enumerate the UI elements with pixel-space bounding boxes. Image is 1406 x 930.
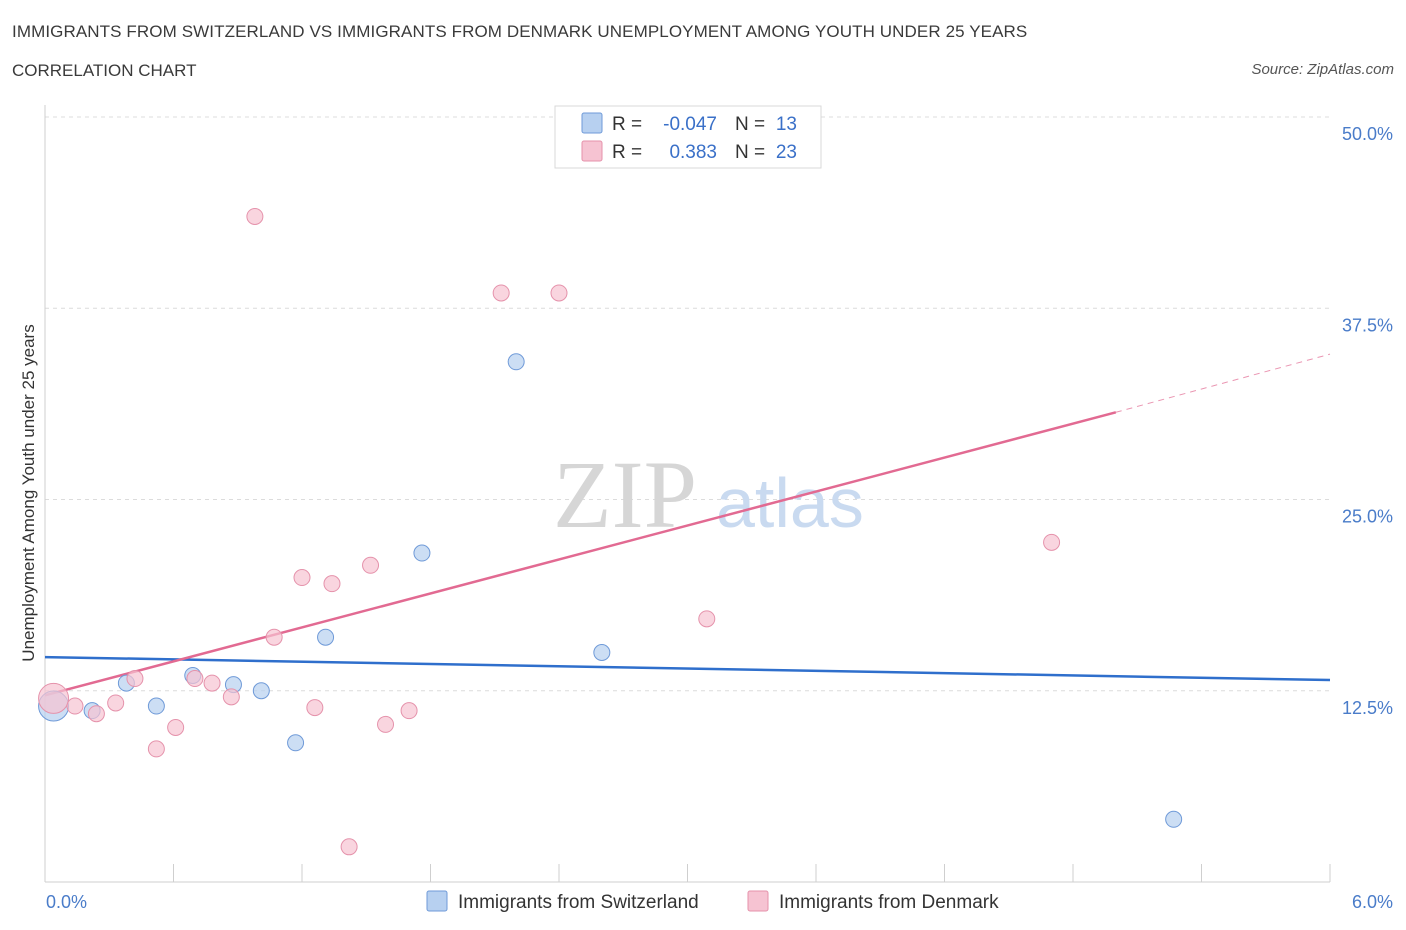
data-point-switzerland bbox=[1165, 810, 1183, 828]
legend-label-denmark: Immigrants from Denmark bbox=[779, 892, 999, 913]
data-point-switzerland bbox=[413, 544, 431, 562]
trend-line-denmark bbox=[44, 411, 1117, 697]
stats-r-value: 0.383 bbox=[669, 142, 717, 163]
data-point-denmark bbox=[167, 718, 185, 736]
data-point-denmark bbox=[362, 556, 380, 574]
data-point-denmark bbox=[492, 284, 510, 302]
chart-subtitle: CORRELATION CHART bbox=[12, 61, 197, 80]
stats-box: R = -0.047 N = 13 R = 0.383 N = 23 bbox=[554, 105, 822, 169]
axes bbox=[44, 105, 1331, 883]
y-tick-label: 25.0% bbox=[1342, 507, 1393, 527]
data-point-denmark bbox=[340, 838, 358, 856]
data-point-switzerland bbox=[317, 628, 335, 646]
stats-swatch-switzerland bbox=[581, 112, 603, 134]
stats-r-value: -0.047 bbox=[663, 114, 717, 135]
stats-n-label: N = bbox=[735, 114, 765, 135]
data-point-denmark bbox=[323, 575, 341, 593]
x-tick-label: 0.0% bbox=[46, 892, 87, 912]
data-points bbox=[38, 207, 1183, 856]
watermark: ZIP atlas bbox=[553, 441, 864, 548]
y-tick-label: 37.5% bbox=[1342, 315, 1393, 335]
legend-swatch-denmark bbox=[747, 890, 769, 912]
y-axis-title: Unemployment Among Youth under 25 years bbox=[19, 324, 38, 661]
data-point-denmark bbox=[377, 715, 395, 733]
data-point-denmark bbox=[1043, 533, 1061, 551]
watermark-atlas: atlas bbox=[716, 464, 864, 542]
legend-swatch-switzerland bbox=[426, 890, 448, 912]
data-point-denmark bbox=[147, 740, 165, 758]
x-tick-label: 6.0% bbox=[1352, 892, 1393, 912]
data-point-switzerland bbox=[507, 353, 525, 371]
gridlines bbox=[45, 116, 1330, 692]
data-point-denmark bbox=[306, 699, 324, 717]
data-point-switzerland bbox=[252, 682, 270, 700]
legend-label-switzerland: Immigrants from Switzerland bbox=[458, 892, 699, 913]
data-point-denmark bbox=[246, 207, 264, 225]
trend-line-denmark-extrapolated bbox=[1115, 353, 1331, 413]
stats-n-value: 23 bbox=[776, 142, 797, 163]
data-point-denmark bbox=[186, 670, 204, 688]
stats-n-label: N = bbox=[735, 142, 765, 163]
data-point-denmark bbox=[698, 610, 716, 628]
data-point-denmark bbox=[203, 674, 221, 692]
trend-lines bbox=[44, 353, 1331, 697]
source-credit: Source: ZipAtlas.com bbox=[1251, 61, 1394, 78]
stats-r-label: R = bbox=[612, 142, 642, 163]
data-point-denmark bbox=[265, 628, 283, 646]
data-point-denmark bbox=[87, 705, 105, 723]
data-point-switzerland bbox=[593, 644, 611, 661]
data-point-denmark bbox=[107, 694, 125, 712]
y-tick-label: 12.5% bbox=[1342, 698, 1393, 718]
data-point-switzerland bbox=[287, 734, 305, 752]
data-point-denmark bbox=[400, 702, 418, 720]
y-tick-label: 50.0% bbox=[1342, 124, 1393, 144]
data-point-denmark bbox=[222, 688, 240, 706]
watermark-zip: ZIP bbox=[553, 441, 697, 548]
data-point-denmark bbox=[550, 284, 568, 302]
stats-swatch-denmark bbox=[581, 140, 603, 162]
tick-labels: 12.5% 25.0% 37.5% 50.0% 0.0% 6.0% bbox=[46, 124, 1393, 912]
data-point-denmark bbox=[126, 670, 144, 688]
trend-line-switzerland bbox=[44, 655, 1331, 682]
data-point-denmark bbox=[66, 697, 84, 715]
legend: Immigrants from Switzerland Immigrants f… bbox=[426, 890, 999, 913]
stats-r-label: R = bbox=[612, 114, 642, 135]
data-point-denmark bbox=[38, 682, 70, 714]
stats-n-value: 13 bbox=[776, 114, 797, 135]
chart-title: IMMIGRANTS FROM SWITZERLAND VS IMMIGRANT… bbox=[12, 22, 1028, 41]
data-point-switzerland bbox=[147, 697, 165, 715]
data-point-denmark bbox=[293, 569, 311, 587]
